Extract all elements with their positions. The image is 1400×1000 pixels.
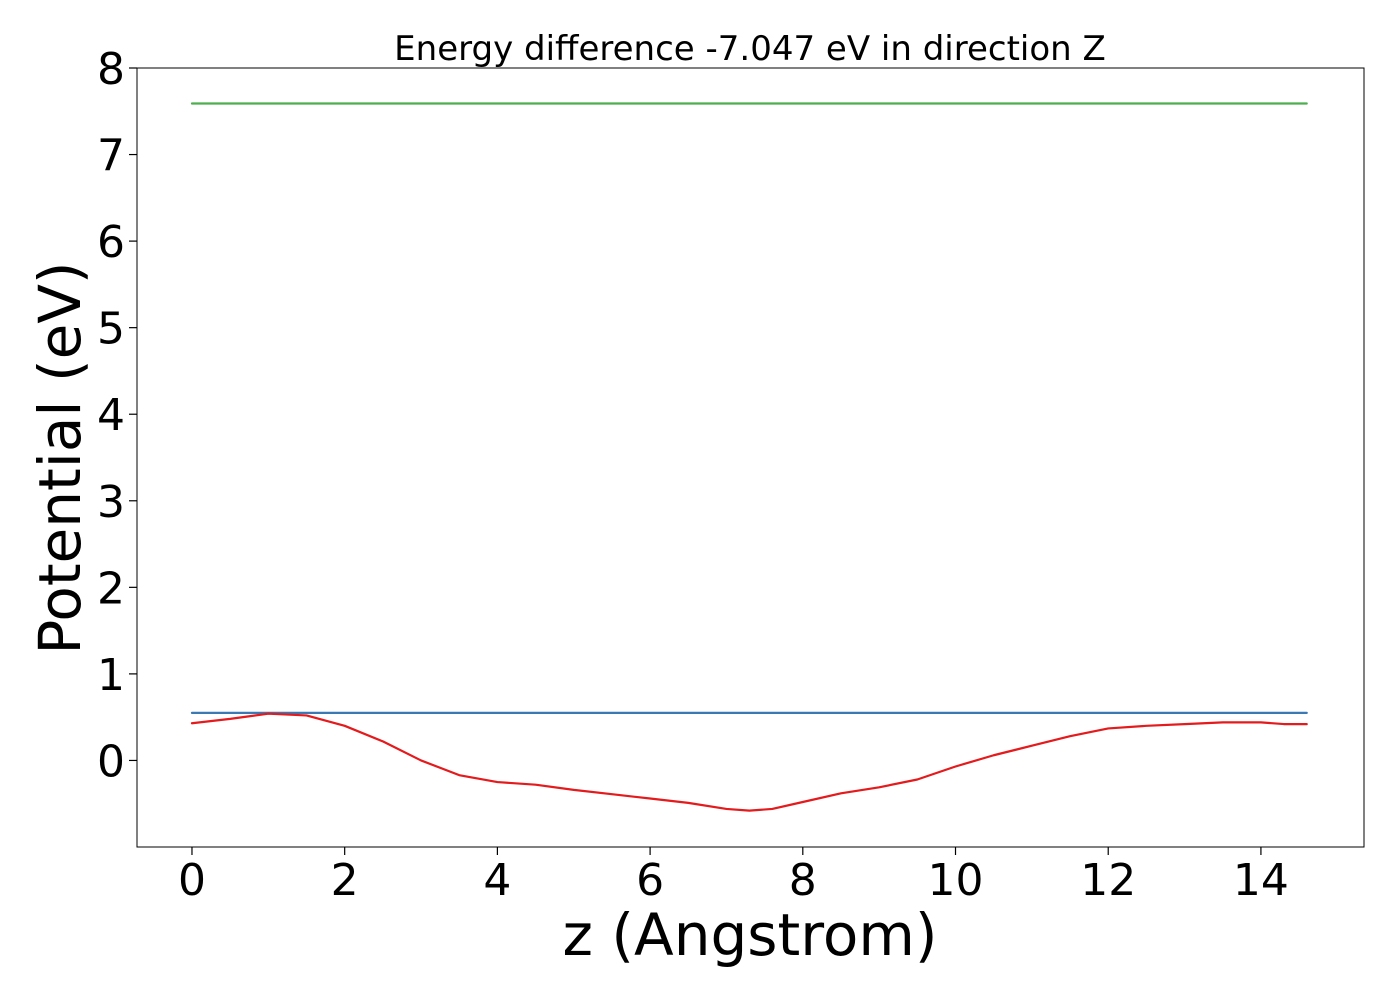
y-axis: 0 1 2 3 4 5 6 7 8 xyxy=(97,44,137,787)
chart-title: Energy difference -7.047 eV in direction… xyxy=(394,29,1106,69)
y-tick-label-3: 3 xyxy=(97,477,125,528)
x-tick-label-6: 6 xyxy=(636,855,664,906)
x-tick-label-0: 0 xyxy=(178,855,206,906)
y-tick-label-0: 0 xyxy=(97,736,125,787)
y-tick-label-7: 7 xyxy=(97,131,125,182)
x-tick-label-10: 10 xyxy=(928,855,984,906)
x-tick-label-8: 8 xyxy=(789,855,817,906)
y-tick-label-1: 1 xyxy=(97,650,125,701)
plot-frame xyxy=(136,67,1365,848)
x-tick-label-12: 12 xyxy=(1080,855,1136,906)
x-tick-label-14: 14 xyxy=(1233,855,1289,906)
y-axis-label: Potential (eV) xyxy=(26,261,94,654)
x-tick-label-2: 2 xyxy=(331,855,359,906)
y-tick-label-6: 6 xyxy=(97,217,125,268)
x-axis-label: z (Angstrom) xyxy=(563,901,938,969)
x-axis: 0 2 4 6 8 10 12 14 xyxy=(178,847,1289,906)
y-tick-label-2: 2 xyxy=(97,563,125,614)
x-tick-label-4: 4 xyxy=(483,855,511,906)
y-tick-label-8: 8 xyxy=(97,44,125,95)
plot-area xyxy=(136,67,1365,848)
y-tick-label-4: 4 xyxy=(97,390,125,441)
series-layer xyxy=(190,102,1308,812)
y-tick-label-5: 5 xyxy=(97,304,125,355)
series-line-3 xyxy=(190,712,1308,812)
